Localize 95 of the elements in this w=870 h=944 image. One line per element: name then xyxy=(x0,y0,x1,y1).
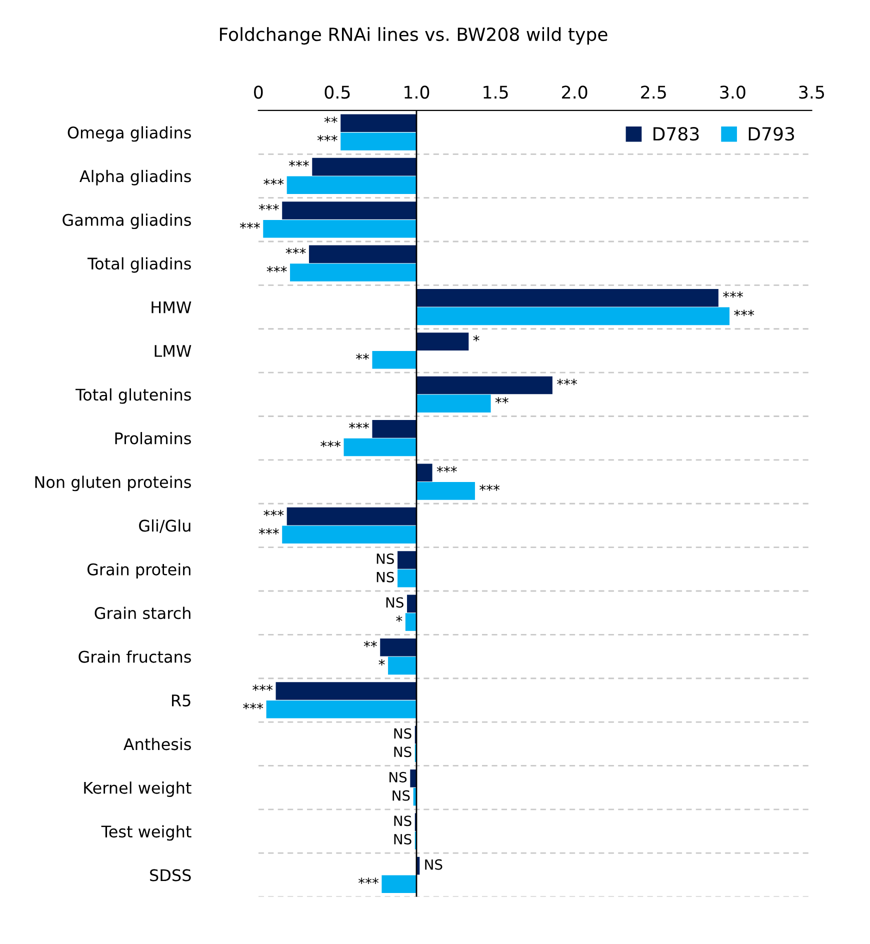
data-label: *** xyxy=(734,310,754,316)
data-label: NS xyxy=(394,816,412,826)
x-tick-label: 0 xyxy=(254,86,263,99)
legend-label: D783 xyxy=(654,127,699,141)
data-label: NS xyxy=(425,859,442,870)
bar xyxy=(312,158,416,176)
y-tick-label: Non gluten proteins xyxy=(35,476,191,492)
data-label: *** xyxy=(240,222,260,229)
data-label: NS xyxy=(394,746,412,758)
bar xyxy=(286,176,416,194)
data-label: *** xyxy=(264,178,284,186)
y-tick-label: LMW xyxy=(154,345,192,357)
bar xyxy=(398,569,416,588)
y-tick-label: Alpha gliadins xyxy=(80,170,191,186)
data-label: ** xyxy=(495,397,508,404)
data-label: *** xyxy=(264,510,284,516)
data-label: *** xyxy=(286,248,306,254)
bar xyxy=(290,264,416,282)
data-label: NS xyxy=(394,728,412,739)
y-tick-label: Test weight xyxy=(101,825,192,841)
bar xyxy=(344,438,416,456)
data-label: *** xyxy=(317,134,338,142)
data-label: *** xyxy=(480,484,500,491)
x-tick-label: 0.5 xyxy=(324,86,350,99)
y-tick-label: Kernel weight xyxy=(84,782,192,797)
y-tick-label: Total glutenins xyxy=(76,388,191,404)
bar xyxy=(380,638,416,656)
data-label: *** xyxy=(557,378,578,386)
bar xyxy=(372,420,416,438)
bar xyxy=(416,394,491,412)
data-label: *** xyxy=(243,702,264,710)
bar xyxy=(406,594,416,613)
x-tick-label: 2.0 xyxy=(562,86,588,99)
y-tick-label: Grain protein xyxy=(87,563,190,579)
chart-title: Foldchange RNAi lines vs. BW208 wild type xyxy=(220,27,608,45)
data-label: *** xyxy=(723,291,744,298)
bar xyxy=(416,307,730,326)
data-label: NS xyxy=(392,790,410,801)
bar xyxy=(340,114,416,132)
data-label: * xyxy=(473,335,480,342)
data-label: NS xyxy=(386,597,404,608)
y-tick-label: Gli/Glu xyxy=(139,519,190,534)
y-tick-label: Grain starch xyxy=(94,606,190,620)
y-tick-label: SDSS xyxy=(150,869,191,882)
data-label: *** xyxy=(436,466,457,472)
data-label: *** xyxy=(349,422,370,429)
x-tick-label: 1.0 xyxy=(404,86,430,99)
data-label: *** xyxy=(252,684,273,691)
data-label: NS xyxy=(376,572,394,582)
bar xyxy=(405,613,416,631)
y-tick-label: Omega gliadins xyxy=(68,126,191,142)
data-label: *** xyxy=(320,440,341,448)
x-tick-label: 2.5 xyxy=(641,86,666,99)
x-tick-label: 3.0 xyxy=(720,86,746,99)
bar xyxy=(416,482,475,500)
y-tick-label: HMW xyxy=(152,301,192,314)
data-label: ** xyxy=(324,116,338,123)
bar xyxy=(416,288,718,307)
data-label: *** xyxy=(266,266,287,272)
bar xyxy=(340,132,416,150)
data-label: NS xyxy=(376,554,394,564)
y-tick-label: Total gliadins xyxy=(87,257,191,273)
bar xyxy=(286,507,416,526)
legend-label: D793 xyxy=(748,127,794,141)
bar xyxy=(416,376,552,394)
bar xyxy=(276,682,416,700)
bar xyxy=(372,350,416,369)
x-tick-label: 3.5 xyxy=(799,86,824,99)
data-label: NS xyxy=(390,772,407,782)
bar xyxy=(388,656,416,675)
y-tick-label: Gamma gliadins xyxy=(62,214,191,230)
bar xyxy=(382,875,416,894)
bar xyxy=(282,202,416,220)
bar xyxy=(416,332,469,350)
data-label: * xyxy=(378,659,385,666)
data-label: * xyxy=(396,616,402,622)
x-tick-label: 1.5 xyxy=(484,86,508,99)
y-tick-label: Grain fructans xyxy=(78,650,191,663)
bar xyxy=(282,526,416,544)
bar xyxy=(416,464,432,482)
bar xyxy=(263,220,416,238)
data-label: NS xyxy=(394,834,412,844)
y-tick-label: Anthesis xyxy=(124,738,191,750)
bar xyxy=(398,551,416,569)
bar xyxy=(410,770,416,788)
y-tick-label: R5 xyxy=(172,694,190,707)
data-label: *** xyxy=(358,878,379,884)
bar xyxy=(266,700,416,718)
data-label: ** xyxy=(364,640,377,648)
data-label: ** xyxy=(356,353,370,360)
data-label: *** xyxy=(258,528,279,534)
y-tick-label: Prolamins xyxy=(115,432,191,444)
data-label: *** xyxy=(258,204,279,210)
bar xyxy=(308,245,416,264)
data-label: *** xyxy=(288,160,309,167)
